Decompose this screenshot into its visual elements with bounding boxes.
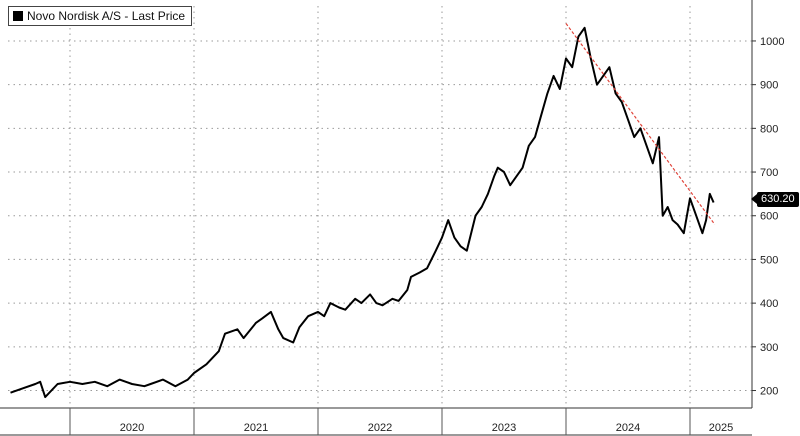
legend-swatch bbox=[13, 11, 23, 21]
x-tick-label: 2024 bbox=[616, 422, 640, 434]
y-tick-label: 300 bbox=[760, 342, 778, 354]
y-axis: 200 300 400 500 600 700 800 900 1000 bbox=[751, 0, 784, 408]
y-tick-label: 900 bbox=[760, 80, 778, 92]
chart-series bbox=[10, 23, 716, 399]
y-tick-label: 200 bbox=[760, 386, 778, 398]
x-tick-label: 2022 bbox=[368, 422, 392, 434]
last-price-badge: 630.20 bbox=[751, 192, 799, 207]
trendline-series bbox=[565, 23, 716, 225]
y-tick-label: 400 bbox=[760, 298, 778, 310]
x-axis: 2020 2021 2022 2023 2024 2025 bbox=[0, 407, 752, 436]
y-tick-label: 600 bbox=[760, 211, 778, 223]
chart-gridlines bbox=[8, 6, 752, 408]
price-series-line bbox=[10, 26, 715, 399]
x-tick-label: 2025 bbox=[709, 422, 733, 434]
y-tick-label: 800 bbox=[760, 123, 778, 135]
x-tick-label: 2021 bbox=[244, 422, 268, 434]
x-tick-label: 2023 bbox=[492, 422, 516, 434]
x-tick-label: 2020 bbox=[120, 422, 144, 434]
legend-label: Novo Nordisk A/S - Last Price bbox=[27, 9, 186, 23]
chart-legend: Novo Nordisk A/S - Last Price bbox=[8, 6, 193, 26]
y-tick-label: 700 bbox=[760, 167, 778, 179]
y-tick-label: 1000 bbox=[760, 36, 784, 48]
y-tick-label: 500 bbox=[760, 254, 778, 266]
